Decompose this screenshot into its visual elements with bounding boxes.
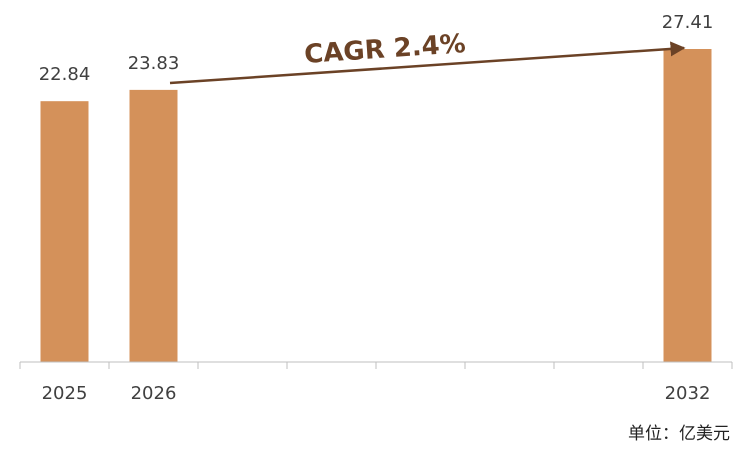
value-label: 27.41 [662, 12, 714, 33]
bar [40, 101, 89, 362]
bar [129, 89, 178, 362]
x-tick-label: 2025 [42, 383, 88, 404]
x-tick-label: 2032 [665, 383, 711, 404]
value-label: 23.83 [128, 53, 180, 74]
x-tick-label: 2026 [131, 383, 177, 404]
unit-label: 单位：亿美元 [628, 424, 730, 444]
value-label: 22.84 [39, 64, 91, 85]
bar [663, 49, 712, 362]
cagr-arrow [169, 41, 686, 85]
